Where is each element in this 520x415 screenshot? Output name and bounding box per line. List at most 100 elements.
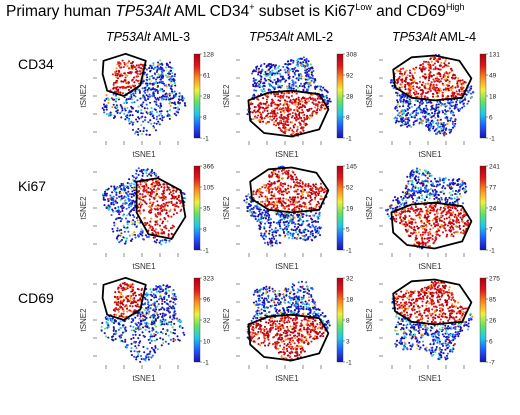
y-axis-label: tSNE2 <box>365 196 374 220</box>
gating-outline <box>247 313 330 362</box>
figure-title: Primary human TP53Alt AML CD34+ subset i… <box>6 2 465 21</box>
cell-point-cloud <box>243 165 329 248</box>
colorbar-tick-label: -1 <box>346 135 352 142</box>
colorbar-tick-label: 10 <box>203 338 211 345</box>
y-axis-label: tSNE2 <box>365 84 374 108</box>
colorbar <box>479 165 487 251</box>
x-axis-label: tSNE1 <box>275 150 299 159</box>
colorbar-tick-label: 18 <box>489 93 497 100</box>
colorbar-tick-label: 308 <box>346 51 357 58</box>
x-axis-label: tSNE1 <box>418 262 442 271</box>
colorbar-tick-label: 96 <box>203 296 211 303</box>
colorbar-tick-label: 24 <box>489 205 497 212</box>
y-axis-label: tSNE2 <box>222 308 231 332</box>
colorbar <box>193 277 201 363</box>
x-axis-label: tSNE1 <box>275 262 299 271</box>
cell-point-cloud <box>246 280 331 363</box>
colorbar-tick-label: -1 <box>489 135 495 142</box>
colorbar-tick-label: 131 <box>489 51 500 58</box>
axis-ticks <box>93 171 179 257</box>
axis-ticks <box>379 59 465 145</box>
colorbar <box>479 277 487 363</box>
colorbar <box>336 277 344 363</box>
colorbar-tick-label: 18 <box>346 296 354 303</box>
colorbar-tick-label: 8 <box>203 226 207 233</box>
gating-outline <box>249 166 330 214</box>
tsne-panel-ki67-aml-2: tSNE1 tSNE2 -1 5 19 52 145 <box>222 163 357 271</box>
axis-ticks <box>236 171 322 257</box>
y-axis-label: tSNE2 <box>79 84 88 108</box>
row-label-cd69: CD69 <box>18 290 54 306</box>
colorbar-tick-label: 8 <box>203 114 207 121</box>
gating-outline <box>390 201 473 250</box>
colorbar-tick-label: 8 <box>346 114 350 121</box>
cell-point-cloud <box>100 281 186 363</box>
gating-outline <box>101 52 147 97</box>
tsne-panel-ki67-aml-3: tSNE1 tSNE2 -1 8 35 105 366 <box>79 163 214 271</box>
colorbar-tick-label: -1 <box>346 359 352 366</box>
column-header-aml4: TP53Alt AML-4 <box>391 30 477 44</box>
colorbar-tick-label: 61 <box>203 72 211 79</box>
colorbar-tick-label: 275 <box>489 275 500 282</box>
row-label-cd34: CD34 <box>18 56 54 72</box>
x-axis-label: tSNE1 <box>132 262 156 271</box>
colorbar-tick-label: 7 <box>489 226 493 233</box>
colorbar-tick-label: 8 <box>346 317 350 324</box>
column-header-aml3: TP53Alt AML-3 <box>105 30 191 44</box>
y-axis-label: tSNE2 <box>365 308 374 332</box>
x-axis-label: tSNE1 <box>132 374 156 383</box>
colorbar <box>193 165 201 251</box>
axis-ticks <box>236 283 322 369</box>
tsne-panel-cd69-aml-2: tSNE1 tSNE2 -1 3 8 18 32 <box>222 275 354 383</box>
gating-outline <box>101 276 147 321</box>
colorbar <box>336 165 344 251</box>
colorbar-tick-label: 19 <box>346 205 354 212</box>
colorbar-tick-label: 92 <box>346 72 354 79</box>
cell-point-cloud <box>389 54 475 137</box>
colorbar-tick-label: -1 <box>203 247 209 254</box>
axis-ticks <box>379 171 465 257</box>
colorbar-tick-label: 3 <box>346 338 350 345</box>
y-axis-label: tSNE2 <box>79 196 88 220</box>
colorbar <box>479 53 487 139</box>
y-axis-label: tSNE2 <box>222 196 231 220</box>
colorbar-tick-label: 77 <box>489 184 497 191</box>
colorbar <box>336 53 344 139</box>
colorbar-tick-label: -7 <box>489 359 495 366</box>
x-axis-label: tSNE1 <box>418 150 442 159</box>
column-header-aml2: TP53Alt AML-2 <box>248 30 334 44</box>
gating-outline <box>392 54 473 102</box>
axis-ticks <box>236 59 322 145</box>
colorbar-tick-label: 52 <box>346 184 354 191</box>
colorbar-tick-label: 32 <box>203 317 211 324</box>
colorbar-tick-label: 6 <box>489 338 493 345</box>
colorbar-tick-label: -1 <box>346 247 352 254</box>
tsne-panel-cd34-aml-2: tSNE1 tSNE2 -1 8 28 92 308 <box>222 51 357 159</box>
gating-outline <box>392 278 473 326</box>
axis-ticks <box>93 283 179 369</box>
colorbar-tick-label: 49 <box>489 72 497 79</box>
tsne-panel-cd69-aml-3: tSNE1 tSNE2 -1 10 32 96 323 <box>79 275 214 383</box>
colorbar <box>193 53 201 139</box>
row-label-ki67: Ki67 <box>18 178 47 194</box>
colorbar-tick-label: 145 <box>346 163 357 170</box>
colorbar-tick-label: 366 <box>203 163 214 170</box>
colorbar-tick-label: 32 <box>346 275 354 282</box>
colorbar-tick-label: 28 <box>203 93 211 100</box>
cell-point-cloud <box>246 56 332 138</box>
colorbar-tick-label: 26 <box>489 317 497 324</box>
axis-ticks <box>379 283 465 369</box>
tsne-panel-ki67-aml-4: tSNE1 tSNE2 -1 7 24 77 241 <box>365 163 500 271</box>
colorbar-tick-label: -1 <box>203 135 209 142</box>
tsne-panel-cd69-aml-4: tSNE1 tSNE2 -7 6 26 85 275 <box>365 275 500 383</box>
colorbar-tick-label: 5 <box>346 226 350 233</box>
tsne-panel-cd34-aml-4: tSNE1 tSNE2 -1 6 18 49 131 <box>365 51 500 159</box>
colorbar-tick-label: 323 <box>203 275 214 282</box>
y-axis-label: tSNE2 <box>79 308 88 332</box>
tsne-panel-cd34-aml-3: tSNE1 tSNE2 -1 8 28 61 128 <box>79 51 214 159</box>
y-axis-label: tSNE2 <box>222 84 231 108</box>
x-axis-label: tSNE1 <box>418 374 442 383</box>
cell-point-cloud <box>391 280 474 361</box>
colorbar-tick-label: 241 <box>489 163 500 170</box>
colorbar-tick-label: 105 <box>203 184 214 191</box>
